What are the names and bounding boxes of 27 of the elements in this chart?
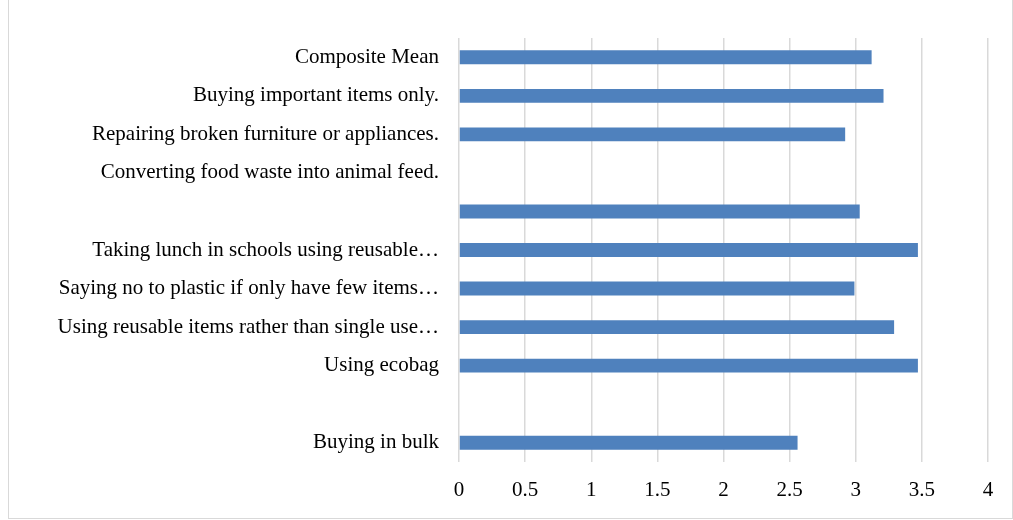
x-tick-label: 1.5 — [644, 477, 671, 502]
x-tick-label: 0.5 — [512, 477, 539, 502]
y-tick-label: Using reusable items rather than single use… — [57, 313, 439, 338]
bar — [459, 50, 872, 65]
x-tick-label: 3 — [850, 477, 861, 502]
y-tick-label: Taking lunch in schools using reusable… — [92, 236, 439, 261]
bar — [459, 88, 884, 103]
bar — [459, 204, 860, 219]
y-tick-label: Repairing broken furniture or appliances. — [92, 120, 439, 145]
bar — [459, 243, 918, 257]
y-tick-label: Saying no to plastic if only have few items… — [58, 275, 439, 300]
x-tick-label: 2 — [718, 477, 729, 502]
x-tick-label: 0 — [453, 477, 465, 502]
y-tick-label: Buying important items only. — [193, 82, 439, 107]
bar — [459, 281, 855, 296]
bar — [459, 358, 918, 373]
bar — [459, 435, 798, 450]
y-tick-label: Composite Mean — [294, 43, 440, 68]
y-tick-label: Converting food waste into animal feed. — [100, 159, 439, 184]
y-tick-label: Buying in bulk — [312, 429, 440, 454]
y-tick-label: Using ecobag — [324, 352, 440, 377]
x-tick-label: 4 — [982, 477, 994, 502]
x-tick-label: 1 — [586, 477, 597, 502]
bar — [459, 127, 846, 142]
x-tick-label: 3.5 — [908, 477, 935, 502]
x-tick-label: 2.5 — [776, 477, 803, 502]
bar — [459, 320, 895, 335]
